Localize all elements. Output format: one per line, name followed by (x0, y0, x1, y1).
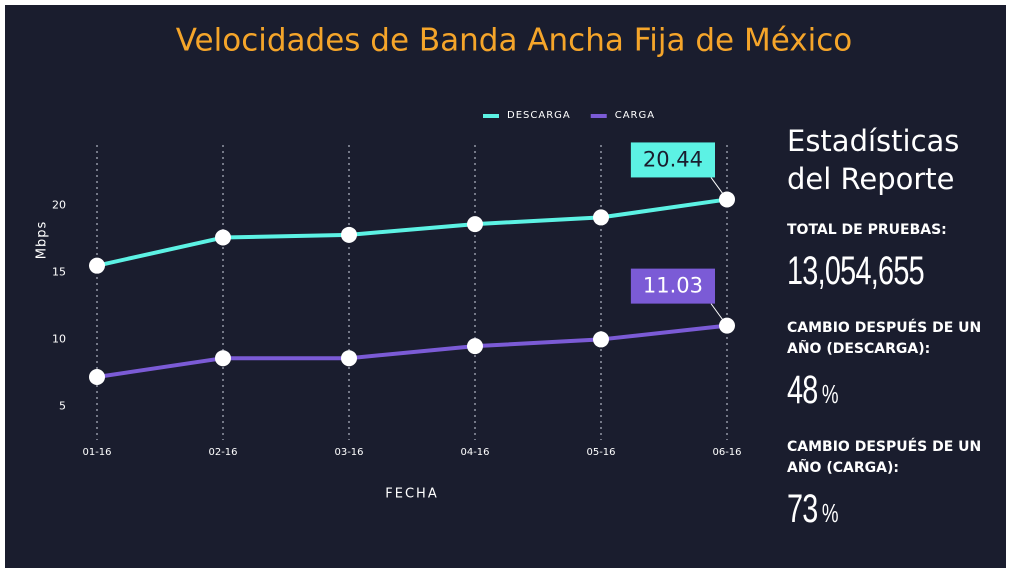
x-axis-label: FECHA (385, 487, 438, 502)
data-point (89, 257, 105, 274)
stat-value: 13,054,655 (787, 249, 942, 294)
stat-value: 48% (787, 368, 942, 413)
stat-label-text: TOTAL DE PRUEBAS: (787, 222, 947, 238)
stat-label-text: CAMBIO DESPUÉS DE UN AÑO (CARGA): (787, 439, 982, 476)
data-point (215, 229, 231, 246)
x-tick-label: 03-16 (334, 447, 363, 458)
stat-unit: % (821, 498, 839, 528)
background (5, 5, 1006, 568)
x-tick-label: 05-16 (586, 447, 615, 458)
y-tick-label: 10 (52, 332, 66, 345)
value-label: 11.03 (643, 274, 703, 298)
series-line (96, 323, 728, 379)
stats-title: Estadísticas del Reporte (787, 124, 960, 196)
data-point (215, 350, 231, 367)
legend-label: CARGA (615, 110, 655, 121)
data-point (341, 350, 357, 367)
stat-value-text: 73 (787, 487, 818, 531)
y-tick-label: 20 (52, 198, 66, 211)
stat-value-text: 48 (787, 368, 818, 412)
value-label: 20.44 (643, 147, 703, 171)
data-point (593, 209, 609, 226)
data-point (467, 216, 483, 233)
stat-label: TOTAL DE PRUEBAS: (787, 220, 1002, 241)
data-point (593, 331, 609, 348)
y-tick-label: 5 (59, 399, 66, 412)
x-tick-label: 02-16 (208, 447, 237, 458)
series-line (96, 197, 728, 268)
y-tick-label: 15 (52, 265, 66, 278)
annotation-connector (710, 303, 728, 326)
data-point (89, 368, 105, 385)
value-annotation: 11.03 (630, 268, 728, 326)
y-axis-label: Mbps (35, 221, 50, 260)
stats-panel: Estadísticas del Reporte TOTAL DE PRUEBA… (787, 122, 1002, 556)
x-tick-label: 06-16 (712, 447, 741, 458)
x-tick-label: 04-16 (460, 447, 489, 458)
x-tick-label: 01-16 (82, 447, 111, 458)
stat-value: 73% (787, 487, 942, 532)
chart-title: Velocidades de Banda Ancha Fija de Méxic… (176, 23, 852, 59)
data-point (341, 226, 357, 243)
legend-label: DESCARGA (507, 110, 571, 121)
annotation-box (630, 142, 715, 178)
annotation-box (630, 268, 715, 304)
stat-label: CAMBIO DESPUÉS DE UN AÑO (CARGA): (787, 437, 1002, 479)
stat-unit: % (821, 379, 839, 409)
stat-label-text: CAMBIO DESPUÉS DE UN AÑO (DESCARGA): (787, 320, 982, 357)
data-point (467, 338, 483, 355)
stat-label: CAMBIO DESPUÉS DE UN AÑO (DESCARGA): (787, 318, 1002, 360)
value-annotation: 20.44 (630, 142, 728, 200)
annotation-connector (710, 177, 728, 200)
stat-value-text: 13,054,655 (787, 249, 925, 293)
